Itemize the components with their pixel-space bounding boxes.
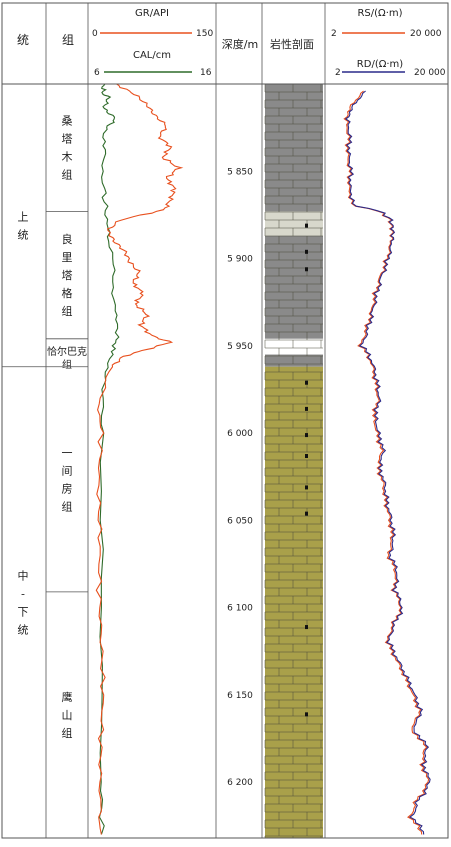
fossil-mark: [305, 485, 308, 490]
depth-tick-label: 5 900: [227, 255, 253, 265]
depth-tick-label: 6 200: [227, 778, 253, 788]
fossil-mark: [305, 454, 308, 459]
formation-label: 间: [62, 464, 73, 477]
rd-label: RD/(Ω·m): [357, 59, 403, 70]
header-lithology: 岩性剖面: [270, 37, 314, 51]
depth-tick-label: 5 850: [227, 167, 253, 177]
system-label: -: [21, 587, 25, 600]
formation-label: 组: [62, 358, 72, 371]
fossil-mark: [305, 406, 308, 411]
formation-label: 组: [62, 726, 73, 740]
fossil-mark: [305, 267, 308, 272]
formation-label: 桑: [62, 115, 73, 128]
gr-label: GR/API: [135, 8, 169, 19]
header-formation: 组: [62, 33, 74, 47]
lithology-layer: [265, 84, 323, 212]
depth-tick-label: 5 950: [227, 342, 253, 352]
system-label: 下: [18, 605, 29, 618]
formation-label: 组: [62, 499, 73, 513]
fossil-mark: [305, 712, 308, 717]
fossil-mark: [305, 625, 308, 630]
formation-label: 鹰: [62, 690, 73, 704]
system-label: 上: [18, 210, 29, 223]
fossil-mark: [305, 433, 308, 438]
formation-label: 格: [62, 286, 73, 300]
formation-label: 良: [62, 232, 73, 246]
curve-gr: [95, 83, 184, 835]
cal-max: 16: [200, 68, 212, 78]
cal-min: 6: [94, 68, 100, 78]
system-label: 统: [18, 228, 29, 241]
rd-max: 20 000: [414, 68, 446, 78]
rd-min: 2: [335, 68, 341, 78]
formation-label: 组: [62, 304, 73, 318]
formation-label: 里: [62, 251, 73, 264]
lithology-column: [264, 83, 323, 838]
formation-label: 一: [62, 446, 73, 459]
depth-tick-label: 6 000: [227, 429, 253, 439]
formation-label: 塔: [62, 269, 73, 282]
curve-rd: [344, 90, 431, 835]
formation-label: 木: [62, 151, 73, 164]
header-system: 统: [17, 33, 29, 47]
log-curves: [95, 83, 431, 835]
system-label: 统: [18, 623, 29, 636]
lithology-layer: [265, 338, 323, 355]
depth-tick-label: 6 100: [227, 604, 253, 614]
fossil-mark: [305, 223, 308, 228]
gr-min: 0: [92, 29, 98, 39]
rs-min: 2: [331, 29, 337, 39]
depth-axis: 5 850 5 900 5 950 6 000 6 050 6 100 6 150 6 200: [227, 167, 253, 788]
formation-label: 组: [62, 168, 73, 182]
fossil-mark: [305, 511, 308, 516]
header-depth: 深度/m: [222, 37, 258, 51]
rs-max: 20 000: [410, 29, 442, 39]
formation-label: 恰尔巴克: [47, 345, 87, 358]
rs-label: RS/(Ω·m): [357, 8, 402, 19]
fossil-mark: [305, 249, 308, 254]
formation-label: 塔: [62, 133, 73, 146]
depth-tick-label: 6 050: [227, 516, 253, 526]
formation-label: 房: [62, 482, 73, 495]
lithology-layer: [265, 354, 323, 367]
cal-label: CAL/cm: [133, 50, 171, 61]
fossil-mark: [305, 380, 308, 385]
formation-label: 山: [62, 709, 73, 722]
lithology-layer: [265, 366, 323, 838]
gr-max: 150: [196, 29, 213, 39]
depth-tick-label: 6 150: [227, 691, 253, 701]
system-label: 中: [18, 569, 29, 582]
lithology-layer: [265, 211, 323, 236]
lithology-layer: [265, 235, 323, 339]
